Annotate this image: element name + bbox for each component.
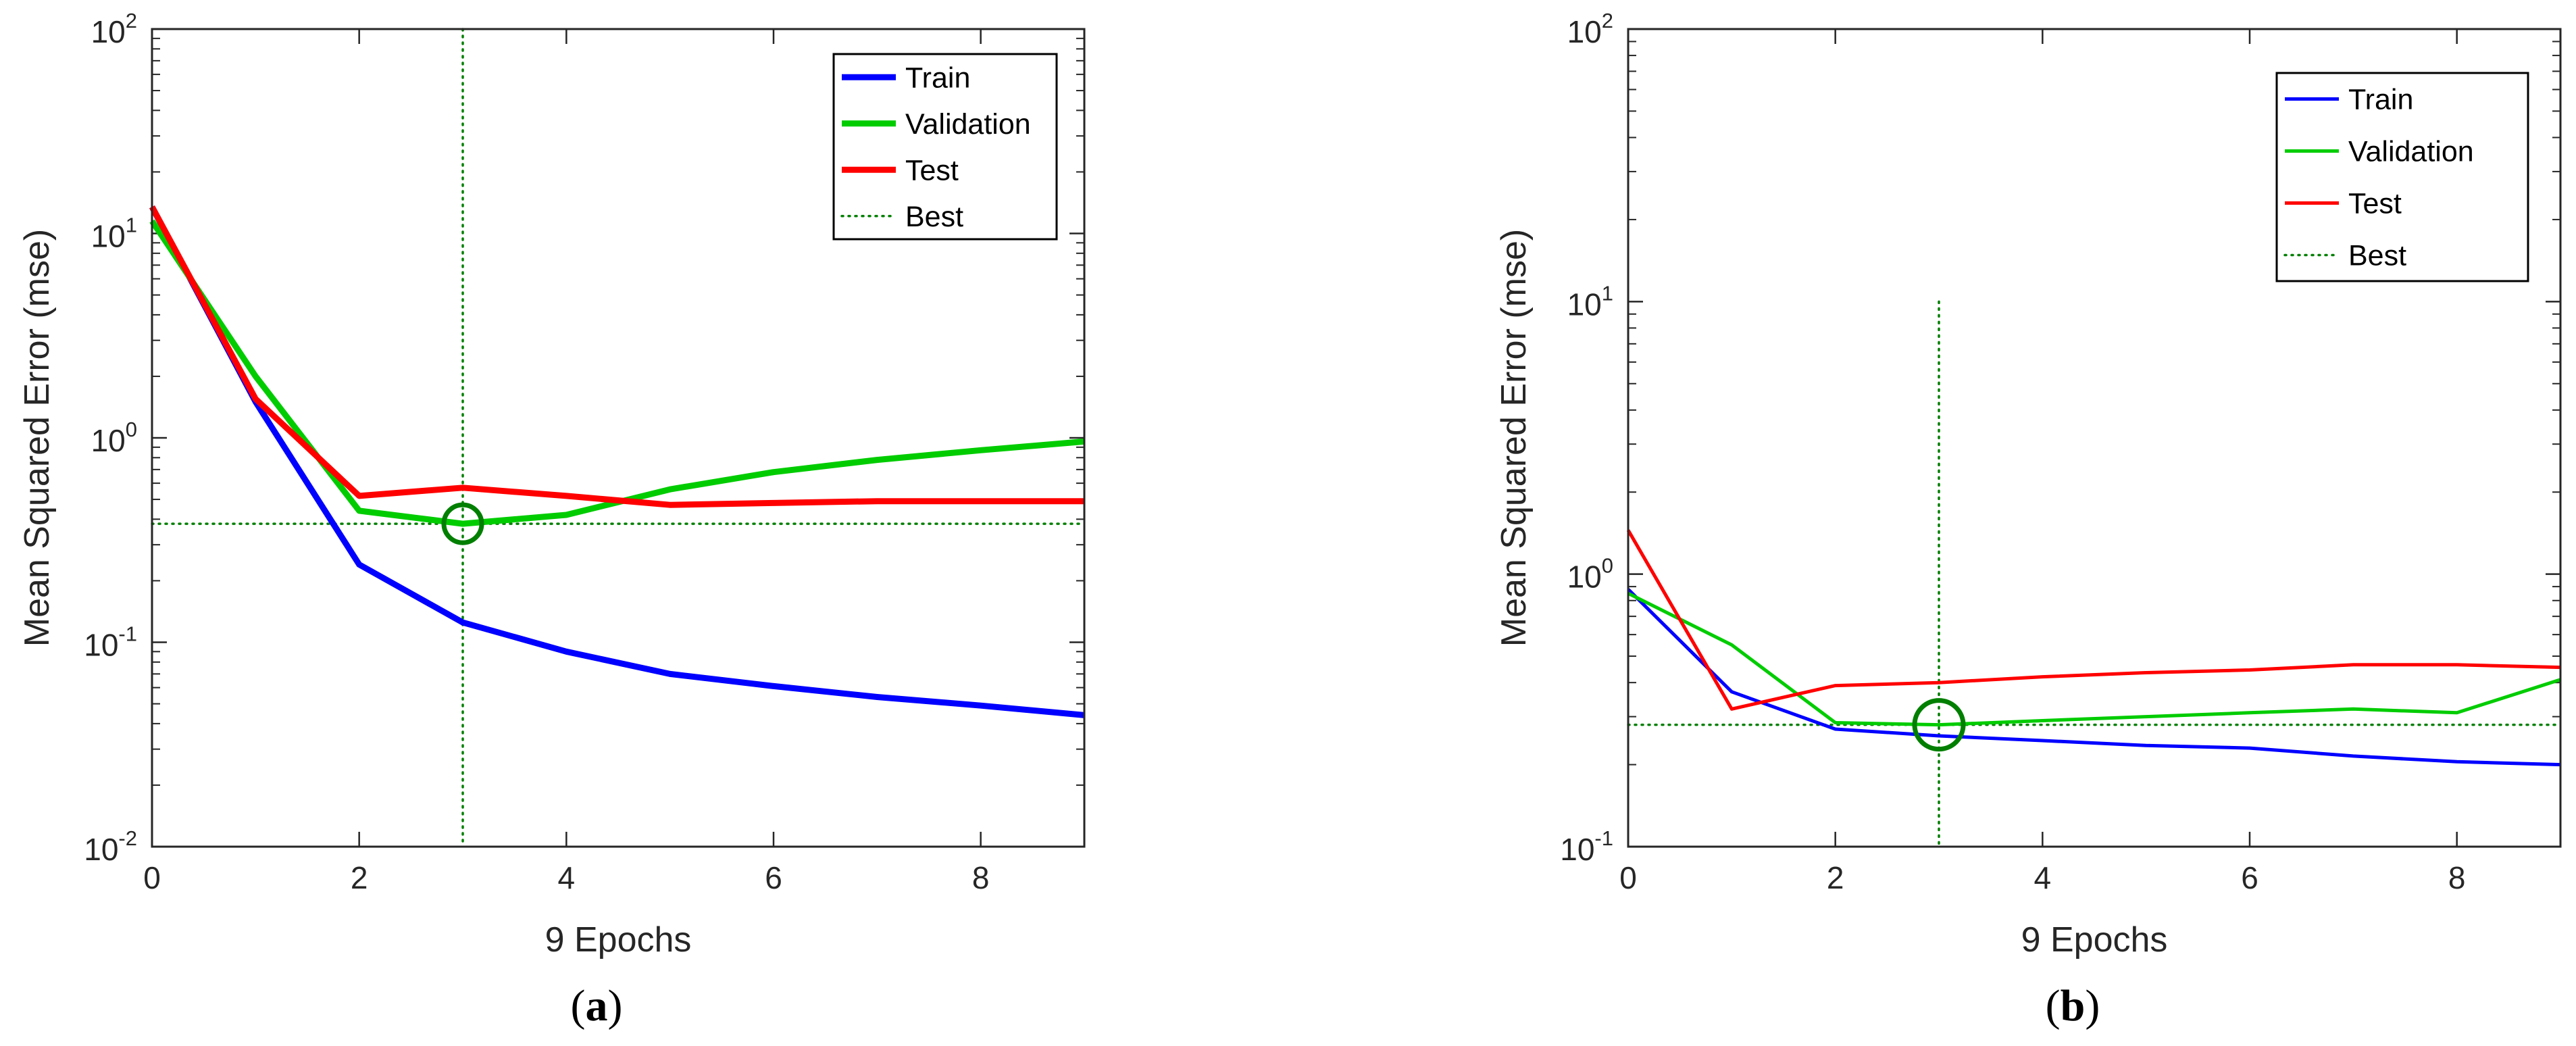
best-marker-circle xyxy=(1912,698,1966,752)
series-line-test xyxy=(149,205,1084,508)
x-tick-label: 4 xyxy=(558,860,576,895)
y-tick-label: 10-1 xyxy=(1560,826,1613,867)
legend: Train Validation Test Best xyxy=(832,53,1058,241)
chart-panel-b: 10-1 100 101 102 0 2 4 6 8 9 Epochs Mean Squared E… xyxy=(1494,9,2562,1030)
x-tick-label: 2 xyxy=(351,860,368,895)
y-axis-label: Mean Squared Error (mse) xyxy=(1494,229,1534,647)
legend-label-train: Train xyxy=(905,61,970,94)
legend-label-validation: Validation xyxy=(2348,136,2474,168)
legend-label-best: Best xyxy=(905,201,963,233)
y-tick-label: 10-1 xyxy=(84,622,137,663)
legend-label-validation: Validation xyxy=(905,108,1031,141)
panel-label: (b) xyxy=(2046,981,2100,1030)
x-tick-label: 4 xyxy=(2034,860,2052,895)
x-axis-label: 9 Epochs xyxy=(2021,920,2168,960)
legend-label-best: Best xyxy=(2348,240,2406,272)
x-tick-label: 0 xyxy=(143,860,161,895)
y-axis-label: Mean Squared Error (mse) xyxy=(18,229,57,647)
chart-panel-a: 10-2 10-1 100 101 102 0 2 4 6 8 9 Epochs Mean Squar… xyxy=(18,9,1086,1030)
legend-label-test: Test xyxy=(905,154,959,186)
series-line-train xyxy=(1627,588,2561,767)
legend-label-train: Train xyxy=(2348,84,2413,116)
panel-label: (a) xyxy=(571,981,623,1030)
y-tick-label: 101 xyxy=(1567,281,1613,322)
x-axis-label: 9 Epochs xyxy=(545,920,692,960)
y-tick-label: 101 xyxy=(91,214,137,254)
y-tick-label: 10-2 xyxy=(84,826,137,867)
legend-box xyxy=(2275,72,2529,282)
legend-box xyxy=(832,53,1058,241)
x-tick-label: 6 xyxy=(765,860,782,895)
x-tick-label: 0 xyxy=(1619,860,1637,895)
series-line-test xyxy=(1626,529,2561,711)
y-tick-label: 100 xyxy=(91,418,137,458)
axes-box xyxy=(151,28,1086,848)
x-tick-label: 8 xyxy=(2448,860,2466,895)
x-tick-label: 2 xyxy=(1827,860,1844,895)
y-tick-label: 100 xyxy=(1567,554,1613,595)
legend: Train Validation Test Best xyxy=(2275,72,2529,282)
best-marker-circle xyxy=(441,502,484,545)
axes-box xyxy=(1627,28,2562,848)
series-line-train xyxy=(149,205,1085,718)
series-line-validation xyxy=(1627,591,2561,727)
y-tick-label: 102 xyxy=(1567,9,1613,49)
x-tick-label: 6 xyxy=(2241,860,2258,895)
legend-label-test: Test xyxy=(2348,188,2402,220)
y-tick-label: 102 xyxy=(91,9,137,49)
x-tick-label: 8 xyxy=(972,860,990,895)
